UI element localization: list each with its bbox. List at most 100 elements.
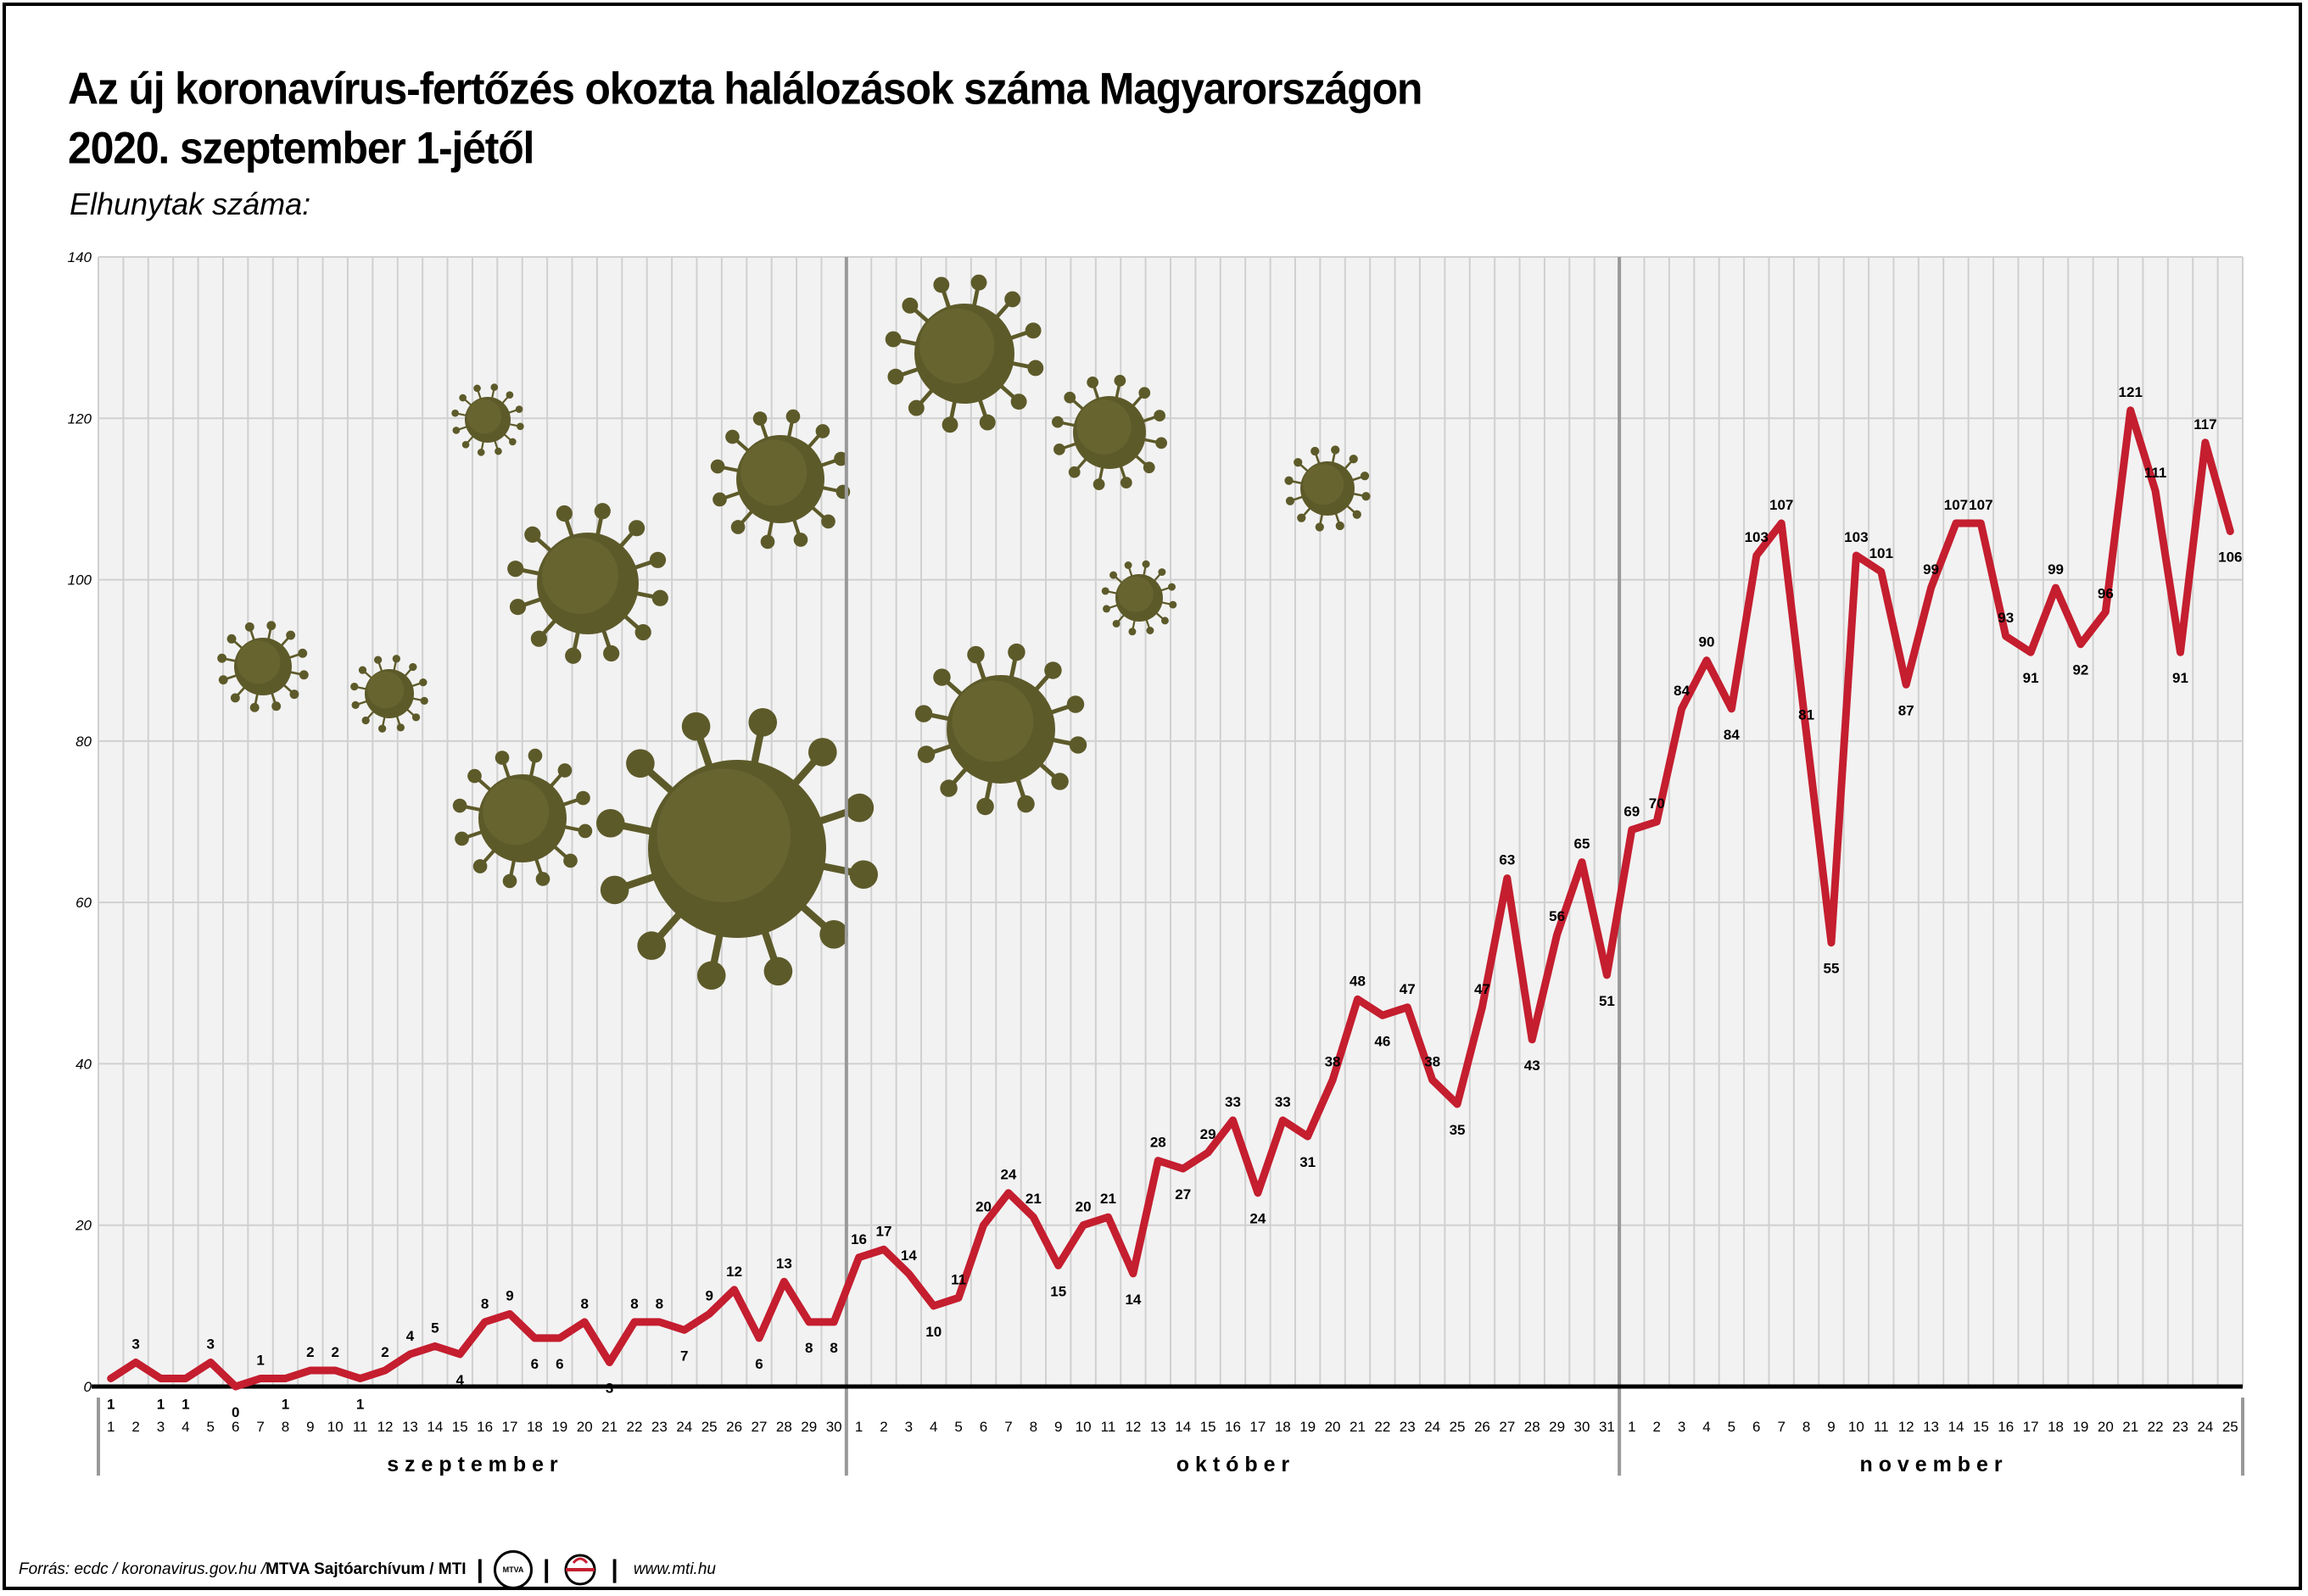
footer-separator: | bbox=[476, 1555, 483, 1583]
data-label: 15 bbox=[1050, 1283, 1066, 1299]
virus-spike-tip bbox=[530, 630, 547, 647]
x-tick-label: 9 bbox=[1827, 1419, 1835, 1435]
virus-spike-tip bbox=[651, 589, 668, 606]
y-tick-label: 60 bbox=[75, 895, 92, 911]
x-tick-label: 19 bbox=[551, 1419, 567, 1435]
virus-spike-tip bbox=[378, 724, 387, 733]
virus-spike-tip bbox=[351, 700, 360, 710]
virus-spike-tip bbox=[230, 693, 240, 703]
virus-spike-tip bbox=[1331, 445, 1340, 455]
x-tick-label: 23 bbox=[2172, 1419, 2188, 1435]
data-label: 33 bbox=[1275, 1094, 1291, 1110]
virus-spike-tip bbox=[490, 383, 499, 391]
x-tick-label: 15 bbox=[1200, 1419, 1216, 1435]
virus-spike-tip bbox=[1068, 466, 1081, 478]
virus-highlight bbox=[1303, 464, 1344, 505]
x-tick-label: 30 bbox=[826, 1419, 842, 1435]
virus-spike-tip bbox=[696, 961, 726, 991]
virus-spike-tip bbox=[576, 790, 590, 806]
x-tick-label: 10 bbox=[1848, 1419, 1864, 1435]
x-tick-label: 27 bbox=[1499, 1419, 1515, 1435]
virus-spike-tip bbox=[1168, 583, 1176, 591]
virus-highlight bbox=[237, 640, 281, 684]
data-label: 5 bbox=[431, 1320, 439, 1336]
virus-highlight bbox=[1117, 576, 1154, 612]
virus-spike-tip bbox=[1158, 568, 1166, 577]
virus-highlight bbox=[919, 308, 995, 384]
x-tick-label: 27 bbox=[752, 1419, 768, 1435]
x-tick-label: 13 bbox=[1150, 1419, 1166, 1435]
virus-icon bbox=[914, 643, 1087, 816]
virus-icon bbox=[350, 655, 428, 733]
x-tick-label: 18 bbox=[527, 1419, 543, 1435]
virus-spike-tip bbox=[1004, 291, 1021, 308]
x-tick-label: 17 bbox=[502, 1419, 518, 1435]
virus-spike-tip bbox=[286, 630, 296, 640]
x-tick-label: 11 bbox=[353, 1419, 368, 1435]
x-tick-label: 15 bbox=[1973, 1419, 1989, 1435]
x-tick-label: 16 bbox=[1225, 1419, 1241, 1435]
virus-spike-tip bbox=[1160, 617, 1169, 625]
virus-spike-tip bbox=[1010, 393, 1027, 410]
virus-spike-tip bbox=[834, 451, 848, 466]
data-label: 48 bbox=[1350, 973, 1366, 989]
data-label: 8 bbox=[656, 1296, 663, 1312]
footer-archive: MTVA Sajtóarchívum / MTI bbox=[265, 1560, 467, 1578]
data-label: 101 bbox=[1869, 545, 1893, 561]
x-tick-label: 26 bbox=[726, 1419, 742, 1435]
virus-spike-tip bbox=[1284, 476, 1294, 485]
y-tick-label: 0 bbox=[84, 1379, 92, 1395]
virus-spike-tip bbox=[1360, 472, 1370, 481]
mtva-logo: MTVA bbox=[494, 1550, 533, 1589]
data-label: 4 bbox=[406, 1328, 415, 1344]
virus-spike-tip bbox=[452, 427, 461, 434]
virus-icon bbox=[1284, 445, 1371, 532]
x-tick-label: 2 bbox=[1652, 1419, 1660, 1435]
virus-spike-tip bbox=[266, 621, 277, 631]
data-label: 14 bbox=[901, 1247, 917, 1264]
virus-spike-tip bbox=[1310, 446, 1320, 456]
data-label: 28 bbox=[1150, 1135, 1166, 1151]
virus-spike-tip bbox=[1335, 521, 1344, 531]
data-label: 4 bbox=[455, 1372, 464, 1388]
y-tick-label: 140 bbox=[68, 249, 92, 265]
virus-spike-tip bbox=[1052, 416, 1064, 428]
x-tick-label: 21 bbox=[2122, 1419, 2138, 1435]
x-tick-label: 20 bbox=[1325, 1419, 1341, 1435]
virus-spike-tip bbox=[902, 297, 919, 314]
virus-spike-tip bbox=[535, 872, 550, 886]
infographic-frame bbox=[3, 3, 2302, 1590]
virus-spike-tip bbox=[524, 526, 541, 543]
series-layer bbox=[107, 406, 2234, 1391]
x-tick-label: 9 bbox=[1054, 1419, 1062, 1435]
virus-spike-tip bbox=[1155, 437, 1167, 449]
x-tick-label: 10 bbox=[1076, 1419, 1092, 1435]
data-label: 2 bbox=[332, 1344, 339, 1360]
x-tick-label: 29 bbox=[1549, 1419, 1565, 1435]
virus-spike-tip bbox=[1154, 410, 1165, 422]
data-label: 20 bbox=[975, 1199, 992, 1215]
virus-spike-tip bbox=[1120, 477, 1132, 488]
virus-spike-tip bbox=[1294, 458, 1303, 467]
data-label: 1 bbox=[282, 1396, 289, 1412]
virus-spike-tip bbox=[563, 853, 578, 868]
data-label: 1 bbox=[157, 1396, 165, 1412]
x-tick-label: 21 bbox=[601, 1419, 618, 1435]
x-tick-label: 13 bbox=[402, 1419, 418, 1435]
x-tick-label: 25 bbox=[1450, 1419, 1466, 1435]
virus-highlight bbox=[740, 439, 808, 506]
footer-source: Forrás: ecdc / koronavirus.gov.hu / bbox=[19, 1560, 266, 1578]
x-tick-label: 14 bbox=[1175, 1419, 1191, 1435]
data-label: 51 bbox=[1599, 993, 1615, 1009]
virus-spike-tip bbox=[289, 689, 299, 700]
data-label: 43 bbox=[1524, 1057, 1540, 1074]
x-tick-label: 11 bbox=[1101, 1419, 1116, 1435]
virus-spike-tip bbox=[649, 551, 667, 568]
virus-decorations bbox=[217, 274, 1371, 991]
data-label: 6 bbox=[531, 1356, 539, 1372]
virus-spike-tip bbox=[392, 655, 400, 663]
virus-spike-tip bbox=[461, 441, 470, 449]
data-label: 103 bbox=[1844, 529, 1868, 545]
x-tick-label: 5 bbox=[207, 1419, 215, 1435]
y-tick-label: 40 bbox=[75, 1056, 92, 1072]
